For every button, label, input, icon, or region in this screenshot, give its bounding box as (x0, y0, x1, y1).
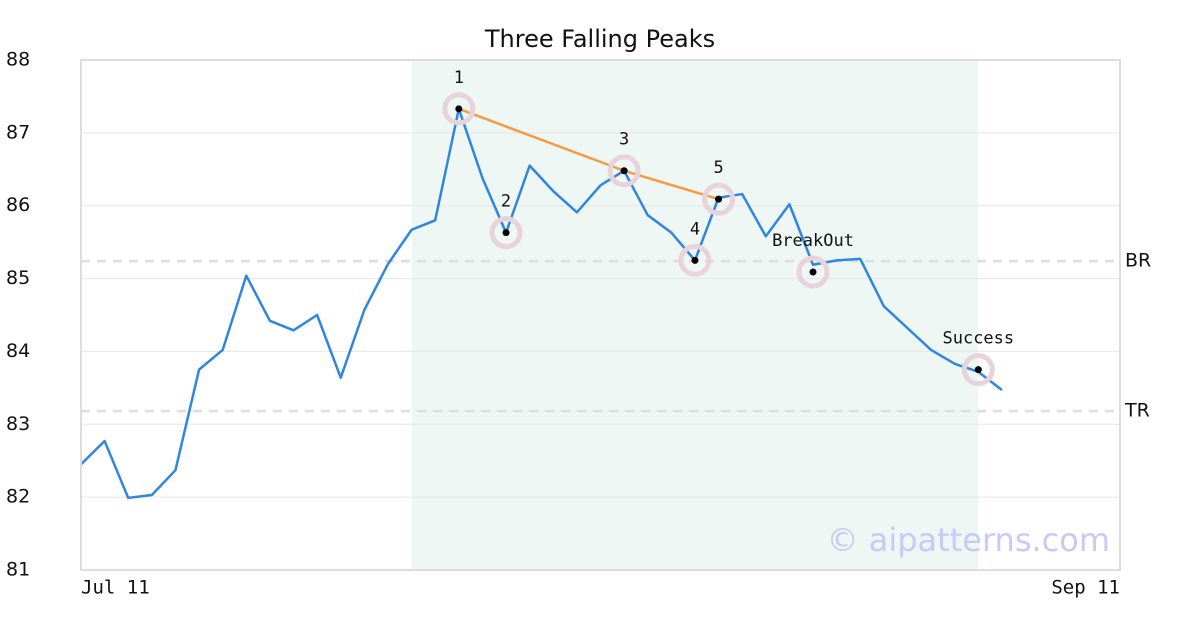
point-halo (607, 154, 641, 188)
point-halo (489, 216, 523, 250)
plot-frame (80, 59, 1121, 571)
point-dot (455, 105, 463, 113)
point-dot (502, 229, 510, 237)
price-line (80, 107, 1003, 500)
point-label: BreakOut (772, 231, 854, 251)
point-dot (715, 195, 723, 203)
x-tick-label: Sep 11 (1051, 577, 1120, 599)
y-tick-label: 88 (6, 49, 30, 71)
point-dot (809, 268, 817, 276)
point-label: 5 (713, 158, 723, 178)
point-label: 2 (501, 192, 511, 212)
point-dot (974, 366, 982, 374)
y-tick-label: 84 (6, 340, 30, 362)
x-tick-label: Jul 11 (81, 577, 150, 599)
watermark: © aipatterns.com (827, 521, 1110, 559)
y-tick-label: 85 (6, 267, 30, 289)
point-label: Success (942, 329, 1014, 349)
y-tick-label: 81 (6, 559, 30, 581)
point-halo (961, 353, 995, 387)
point-label: 1 (454, 68, 464, 88)
shaded-region (411, 60, 979, 570)
point-halo (442, 92, 476, 126)
y-tick-label: 86 (6, 194, 30, 216)
point-dot (691, 256, 699, 264)
point-dot (620, 167, 628, 175)
y-tick-label: 83 (6, 413, 30, 435)
point-halo (702, 182, 736, 216)
level-label: TR (1124, 400, 1150, 422)
chart-title: Three Falling Peaks (484, 25, 715, 53)
level-label: BR (1125, 250, 1151, 272)
point-halo (796, 255, 830, 289)
y-tick-label: 87 (6, 121, 30, 143)
y-tick-label: 82 (6, 486, 30, 508)
point-label: 3 (619, 130, 629, 150)
point-halo (678, 243, 712, 277)
point-label: 4 (690, 219, 700, 239)
